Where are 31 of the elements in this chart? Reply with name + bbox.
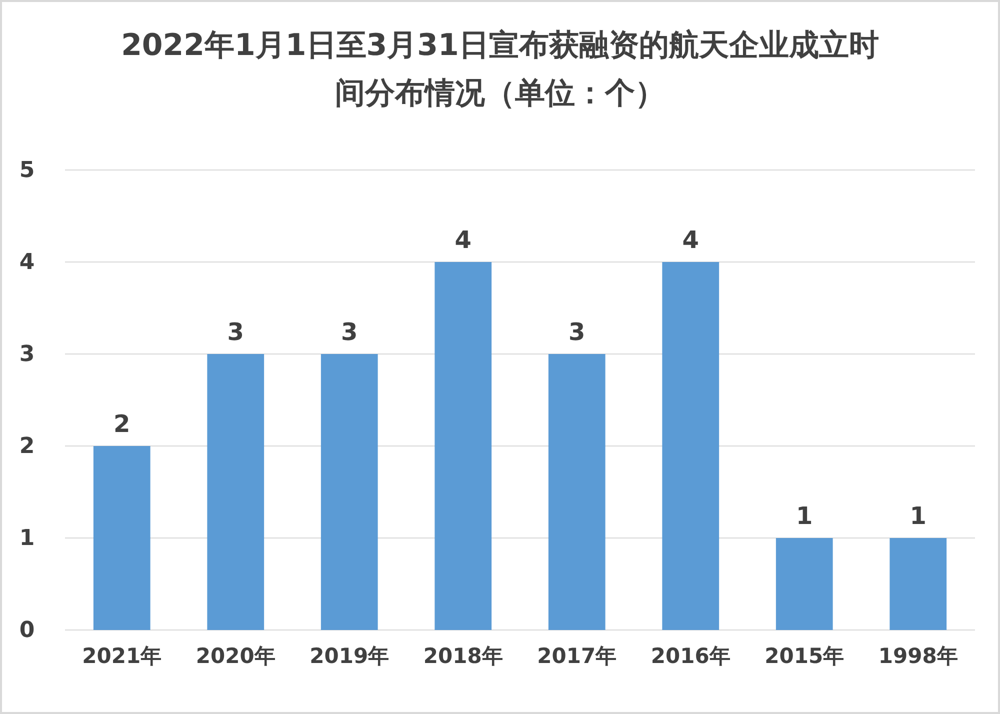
data-label: 2 xyxy=(114,410,130,438)
data-label: 3 xyxy=(227,318,244,346)
y-tick-label: 3 xyxy=(19,342,35,368)
bar xyxy=(320,354,378,630)
y-tick-label: 5 xyxy=(19,158,35,184)
x-tick-label: 2018年 xyxy=(423,644,503,668)
bar xyxy=(207,354,264,630)
data-label: 1 xyxy=(910,502,926,530)
chart-title: 2022年1月1日至3月31日宣布获融资的航天企业成立时间分布情况（单位：个） xyxy=(121,28,879,111)
y-tick-label: 2 xyxy=(19,434,35,460)
bar xyxy=(662,262,720,630)
x-tick-label: 2017年 xyxy=(537,644,617,668)
x-tick-label: 2019年 xyxy=(310,644,390,668)
x-tick-label: 1998年 xyxy=(878,644,958,668)
data-label: 4 xyxy=(454,226,472,254)
bar xyxy=(434,262,492,630)
y-tick-label: 4 xyxy=(19,250,35,276)
bar xyxy=(93,446,150,630)
x-tick-label: 2020年 xyxy=(196,644,276,668)
data-label: 3 xyxy=(341,318,358,346)
y-tick-label: 1 xyxy=(19,526,35,552)
bar xyxy=(548,354,606,630)
data-label: 4 xyxy=(682,226,699,254)
y-tick-label: 0 xyxy=(19,618,35,644)
x-tick-label: 2016年 xyxy=(650,644,730,668)
bar xyxy=(776,538,833,630)
data-label: 3 xyxy=(568,318,586,346)
x-tick-label: 2015年 xyxy=(764,644,844,668)
x-tick-label: 2021年 xyxy=(82,644,162,668)
data-label: 1 xyxy=(796,502,813,530)
bar xyxy=(890,538,947,630)
